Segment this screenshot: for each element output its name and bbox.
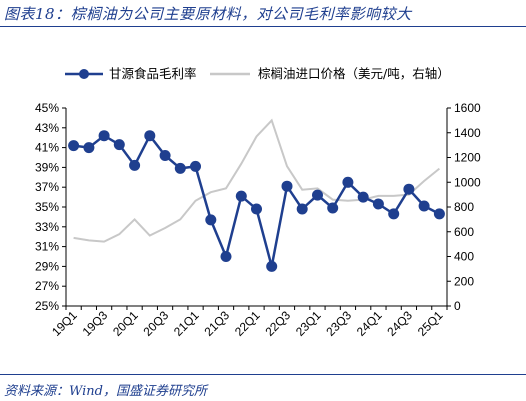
y-right-tick-label: 1200: [454, 151, 481, 165]
x-tick-label: 20Q1: [110, 308, 141, 339]
x-tick-label: 22Q1: [232, 308, 263, 339]
gross-margin-point: [144, 130, 156, 142]
y-right-tick-label: 200: [454, 274, 474, 288]
x-tick-label: 20Q3: [141, 308, 172, 339]
gross-margin-point: [296, 203, 308, 215]
y-right-tick-label: 800: [454, 200, 474, 214]
gross-margin-point: [68, 140, 80, 152]
y-left-tick-label: 25%: [35, 299, 59, 313]
y-right-tick-label: 1400: [454, 126, 481, 140]
gross-margin-point: [372, 198, 384, 210]
gross-margin-point: [235, 190, 247, 202]
y-right-tick-label: 1000: [454, 175, 481, 189]
x-tick-label: 21Q3: [201, 308, 232, 339]
gross-margin-point: [98, 130, 110, 142]
header-divider: [0, 26, 526, 27]
y-left-tick-label: 35%: [35, 200, 59, 214]
y-left-tick-label: 27%: [35, 279, 59, 293]
gross-margin-point: [174, 162, 186, 174]
gross-margin-point: [418, 200, 430, 212]
legend-marker-primary: [79, 69, 89, 79]
x-tick-label: 23Q3: [323, 308, 354, 339]
legend-label-primary: 甘源食品毛利率: [109, 66, 197, 81]
gross-margin-point: [205, 214, 217, 226]
gross-margin-point: [327, 202, 339, 214]
gross-margin-point: [357, 191, 369, 203]
gross-margin-point: [312, 189, 323, 201]
x-tick-label: 24Q1: [354, 308, 385, 339]
y-left-tick-label: 41%: [35, 141, 59, 155]
source-note: 资料来源：Wind，国盛证券研究所: [4, 384, 207, 399]
x-tick-label: 19Q3: [80, 308, 111, 339]
gross-margin-point: [113, 139, 125, 151]
y-right-tick-label: 0: [454, 299, 461, 313]
palm-oil-price-line: [73, 118, 441, 243]
gross-margin-point: [251, 203, 262, 215]
y-left-tick-label: 45%: [35, 101, 59, 115]
gross-margin-point: [220, 251, 232, 262]
y-left-tick-label: 39%: [35, 160, 59, 174]
gross-margin-point: [433, 208, 445, 220]
gross-margin-point: [388, 208, 400, 220]
y-left-tick-label: 29%: [35, 259, 59, 273]
y-left-tick-label: 31%: [35, 240, 59, 254]
gross-margin-point: [190, 160, 201, 172]
series-palm-oil-price: [73, 118, 441, 243]
gross-margin-point: [159, 150, 171, 161]
x-tick-label: 25Q1: [415, 308, 446, 339]
gross-margin-point: [83, 142, 95, 154]
x-tick-label: 24Q3: [384, 308, 415, 339]
y-right-tick-label: 1600: [454, 101, 481, 115]
legend: 甘源食品毛利率 棕榈油进口价格（美元/吨，右轴）: [65, 66, 450, 81]
x-tick-label: 22Q3: [262, 308, 293, 339]
gross-margin-point: [403, 183, 415, 195]
gross-margin-point: [129, 159, 141, 171]
x-tick-label: 23Q1: [293, 308, 324, 339]
gross-margin-point: [342, 176, 354, 188]
legend-label-secondary: 棕榈油进口价格（美元/吨，右轴）: [258, 66, 450, 81]
gross-margin-line: [73, 133, 440, 267]
footer-divider: [0, 374, 526, 375]
gross-margin-point: [266, 260, 278, 272]
y-left-tick-label: 33%: [35, 220, 59, 234]
y-right-tick-label: 600: [454, 225, 474, 239]
y-right-tick-label: 400: [454, 250, 474, 264]
y-left-tick-label: 37%: [35, 180, 59, 194]
x-tick-label: 21Q1: [171, 308, 202, 339]
gross-margin-point: [281, 180, 293, 192]
series-gross-margin: [68, 130, 445, 272]
chart-title: 图表18：棕榈油为公司主要原材料，对公司毛利率影响较大: [4, 5, 412, 23]
y-left-tick-label: 43%: [35, 121, 59, 135]
